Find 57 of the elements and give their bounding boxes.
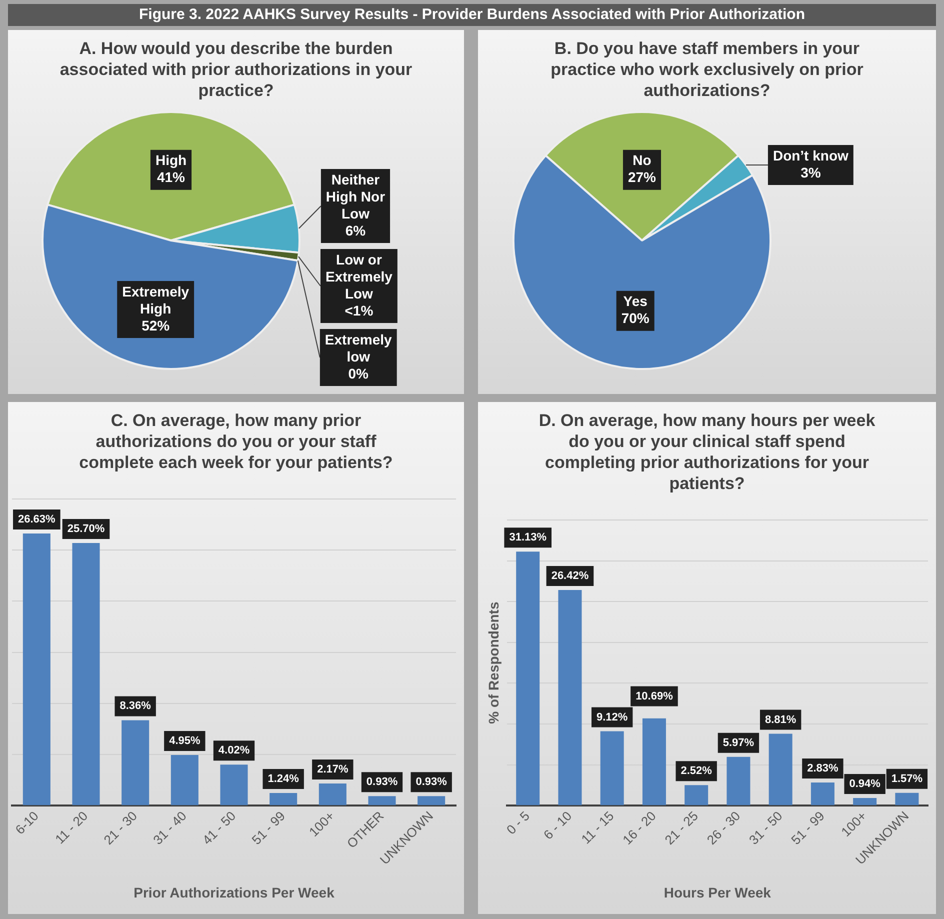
data-label: 5.97%: [722, 736, 754, 749]
data-label: 1.57%: [891, 772, 923, 785]
x-tick-label: 51 - 99: [248, 808, 288, 848]
slice-label: No: [632, 152, 652, 168]
x-tick-label: 11 - 20: [52, 808, 91, 847]
x-tick-label: 31 - 40: [150, 808, 190, 848]
data-label: 0.93%: [416, 776, 448, 788]
data-label: 9.12%: [596, 711, 628, 724]
data-label: 6%: [345, 222, 366, 238]
data-label: 52%: [142, 317, 170, 334]
x-axis-title: Hours Per Week: [664, 884, 772, 900]
x-tick-label: 21 - 25: [662, 808, 701, 848]
x-tick-label: 51 - 99: [788, 808, 828, 848]
data-label: 26.63%: [18, 513, 56, 526]
slice-label: Don’t know: [772, 147, 848, 164]
data-label: 41%: [156, 169, 186, 186]
data-label: 25.70%: [67, 522, 105, 535]
data-label: 0.93%: [366, 776, 398, 788]
x-tick-label: 21 - 30: [100, 808, 140, 848]
slice-label: Low or Extremely Low: [325, 251, 393, 302]
x-tick-label: 6 - 10: [540, 808, 575, 842]
x-tick-label: 41 - 50: [199, 808, 239, 848]
slice-label: High: [155, 152, 187, 168]
data-label: 4.95%: [169, 735, 200, 748]
x-tick-label: 16 - 20: [620, 808, 659, 848]
data-label: 0.94%: [849, 778, 881, 790]
text: Figure 3. 2022 AAHKS Survey Results - Provider Burdens Associated with Prior Authorization: [8, 4, 936, 26]
data-label: <1%: [344, 302, 374, 318]
data-label: 1.24%: [268, 773, 300, 786]
data-label: 70%: [621, 310, 650, 326]
chart-title: C. On average, how many prior authorizations do you or your staff complete each week for your patients?: [78, 410, 394, 473]
data-label: 8.81%: [764, 714, 796, 726]
slice-label: Neither High Nor Low: [326, 171, 386, 222]
chart-title: B. Do you have staff members in your practice who work exclusively on prior authorizations?: [550, 38, 864, 101]
data-label: 3%: [800, 164, 822, 180]
data-label: 8.36%: [120, 700, 152, 712]
x-tick-label: 0 - 5: [504, 808, 533, 838]
x-tick-label: 31 - 50: [746, 808, 786, 848]
x-axis-title: Prior Authorizations Per Week: [134, 884, 335, 900]
data-label: 27%: [628, 169, 657, 186]
category-label: Extremely low: [324, 331, 392, 364]
data-label: 2.83%: [807, 762, 839, 775]
text: 0%: [348, 365, 368, 382]
y-axis-title: % of Respondents: [485, 602, 502, 724]
chart-subtitle: A. How would you describe the burden associated with prior authorizations in your practice?: [58, 38, 414, 101]
slice-label: Extremely High: [122, 283, 190, 316]
data-label: 2.17%: [317, 764, 348, 776]
data-label: 31.13%: [509, 532, 547, 544]
data-label: 2.52%: [680, 765, 712, 778]
x-tick-label: 6-10: [12, 808, 42, 838]
data-label: 4.02%: [218, 744, 250, 757]
chart-title: D. On average, how many hours per week do you or your clinical staff spend completing prior authorizations for your patients?: [538, 410, 876, 494]
slice-label: Yes: [623, 293, 648, 310]
x-tick-label: 11 - 15: [578, 808, 617, 847]
data-label: 10.69%: [636, 690, 674, 702]
data-label: 26.42%: [551, 570, 589, 582]
x-tick-label: 26 - 30: [704, 808, 744, 848]
